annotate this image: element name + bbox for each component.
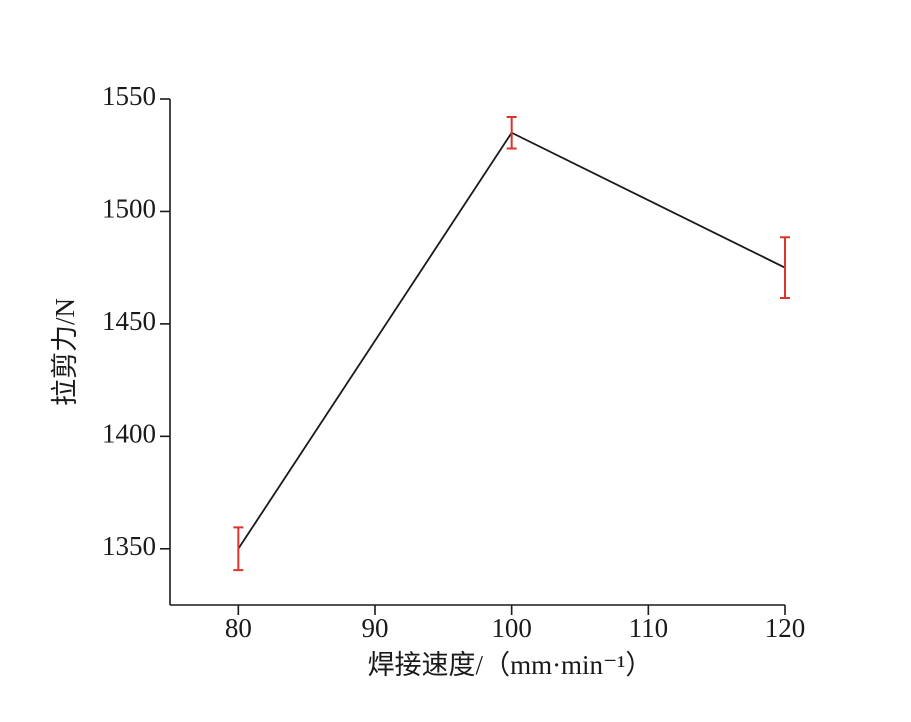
error-bar [506,115,517,150]
x-tick-label: 80 [225,613,252,643]
y-tick-label: 1350 [102,531,156,561]
y-tick-label: 1400 [102,419,156,449]
x-tick-label: 90 [362,613,389,643]
x-tick-label: 120 [765,613,806,643]
error-bar [780,236,790,300]
x-tick-label: 100 [491,613,532,643]
y-axis-label: 拉剪力/N [50,298,80,406]
x-axis-label: 焊接速度/（mm·min⁻¹） [368,650,653,680]
line [237,131,786,550]
y-tick-label: 1450 [102,306,156,336]
y-tick-label: 1500 [102,194,156,224]
x-tick-label: 110 [629,613,669,643]
error-bar [233,526,244,572]
y-tick-label: 1550 [102,81,156,111]
